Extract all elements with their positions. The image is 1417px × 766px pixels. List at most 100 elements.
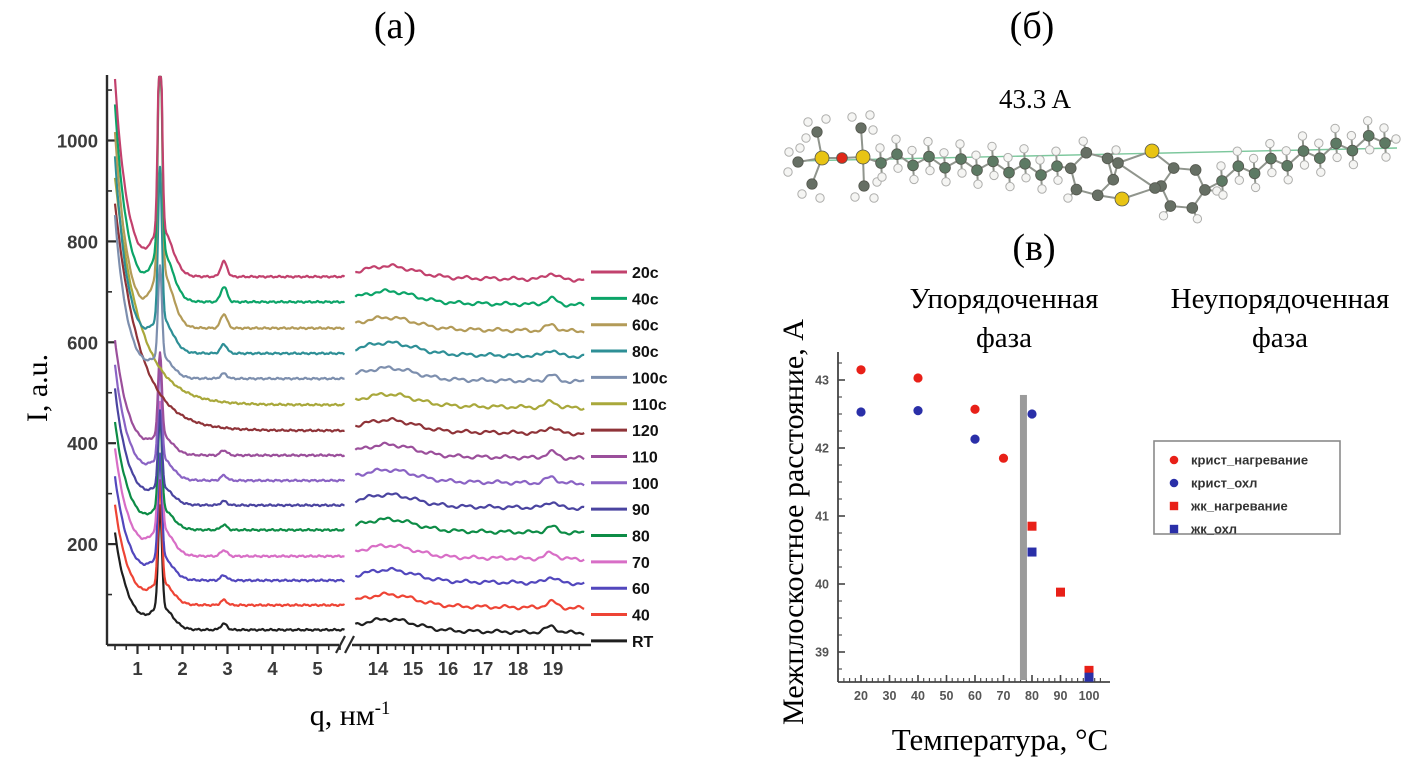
curve-20c-waxs [355, 263, 585, 283]
curve-120-waxs [355, 417, 585, 437]
legend-label-40: 40 [632, 608, 650, 625]
point-жк_охл [1084, 672, 1094, 682]
carbon-atom [1189, 164, 1202, 176]
hydrogen-atom [1035, 155, 1045, 165]
y-tick-label: 42 [815, 442, 829, 456]
hydrogen-atom [1218, 190, 1228, 200]
curve-60 [113, 452, 345, 583]
panel-a-xlabel: q, нм-1 [250, 698, 450, 733]
y-tick-label: 400 [67, 433, 98, 454]
sulfur-atom [1144, 143, 1160, 159]
carbon-atom [923, 150, 935, 163]
hydrogen-atom [1363, 116, 1373, 126]
carbon-atom [1232, 160, 1245, 173]
y-tick-label: 200 [67, 534, 98, 555]
hydrogen-atom [989, 170, 999, 181]
legend-label-90: 90 [632, 502, 650, 519]
bond [1117, 162, 1156, 189]
curve-100c [113, 215, 345, 381]
carbon-atom [806, 178, 818, 190]
carbon-atom [1070, 183, 1083, 196]
carbon-atom [1112, 157, 1124, 169]
carbon-atom [1199, 184, 1211, 196]
curve-80c [113, 156, 346, 356]
hydrogen-atom [784, 147, 794, 157]
curve-40c-waxs [354, 288, 585, 308]
hydrogen-atom [875, 143, 885, 153]
hydrogen-atom [1005, 181, 1015, 192]
hydrogen-atom [1078, 136, 1088, 146]
x-tick-label: 5 [312, 658, 322, 679]
x-tick-label: 2 [177, 658, 187, 679]
point-крист_охл [913, 406, 923, 416]
carbon-atom [1379, 137, 1391, 149]
annotation-disordered-phase: Неупорядоченная фаза [1170, 283, 1390, 355]
curve-80c-waxs [355, 340, 585, 359]
hydrogen-atom [909, 174, 919, 185]
hydrogen-atom [783, 167, 793, 177]
hydrogen-atom [1281, 146, 1291, 156]
hydrogen-atom [1297, 131, 1308, 141]
x-tick-label: 70 [997, 689, 1011, 703]
legend-label-70: 70 [632, 555, 650, 572]
hydrogen-atom [1365, 145, 1375, 155]
hydrogen-atom [865, 110, 875, 120]
hydrogen-atom [1232, 146, 1243, 156]
hydrogen-atom [1216, 161, 1226, 171]
curve-70-waxs [354, 543, 585, 563]
panel-a-chart: 200 400 600 800 1000 1 2 3 4 5 14 15 16 17 18 19 [57, 75, 591, 679]
hydrogen-atom [1019, 144, 1029, 154]
x-tick-label: 20 [854, 689, 868, 703]
hydrogen-atom [893, 163, 903, 173]
hydrogen-atom [1003, 152, 1013, 163]
hydrogen-atom [815, 193, 825, 203]
legend-label-жк_нагревание: жк_нагревание [1190, 499, 1288, 514]
hydrogen-atom [1348, 159, 1359, 170]
point-крист_нагревание [998, 453, 1009, 463]
carbon-atom [1297, 145, 1310, 157]
carbon-atom [1186, 202, 1199, 214]
legend-label-80c: 80c [632, 344, 659, 361]
carbon-atom [1051, 160, 1063, 173]
carbon-atom [1035, 169, 1047, 181]
y-tick-label: 43 [815, 374, 829, 388]
silicon-atom [814, 150, 830, 166]
hydrogen-atom [868, 125, 878, 135]
curve-RT [113, 504, 345, 632]
curve-120 [113, 203, 345, 433]
legend-label-80: 80 [632, 529, 650, 546]
carbon-atom [792, 156, 804, 168]
scatter-legend: крист_нагревание крист_охл жк_нагревание жк… [1153, 440, 1341, 537]
panel-v-xlabel: Температура, °C [891, 722, 1109, 757]
y-tick-label: 600 [67, 332, 98, 353]
carbon-atom [1080, 146, 1093, 159]
legend-marker-крист_нагревание [1169, 455, 1179, 465]
carbon-atom [955, 153, 967, 165]
hydrogen-atom [1346, 130, 1357, 141]
carbon-atom [987, 155, 999, 168]
panel-a-xlabel-base: q, нм [309, 699, 375, 732]
curve-90 [113, 388, 345, 508]
phase-boundary-bar [1019, 394, 1027, 680]
point-жк_нагревание [1056, 587, 1065, 597]
oxygen-atom [836, 152, 848, 164]
legend-marker-жк_нагревание [1169, 501, 1179, 511]
hydrogen-atom [957, 168, 967, 178]
curve-110c-waxs [354, 392, 585, 411]
x-tick-label: 80 [1025, 689, 1039, 703]
point-крист_нагревание [856, 365, 866, 375]
legend-label-100: 100 [632, 476, 659, 493]
molecule-figure [783, 110, 1401, 224]
carbon-atom [1101, 152, 1114, 165]
hydrogen-atom [955, 139, 965, 149]
hydrogen-atom [850, 192, 860, 202]
hydrogen-atom [941, 177, 951, 187]
point-крист_охл [856, 407, 866, 417]
hydrogen-atom [971, 150, 981, 160]
point-жк_нагревание [1084, 665, 1094, 675]
hydrogen-atom [891, 134, 901, 144]
carbon-atom [1346, 144, 1359, 157]
hydrogen-atom [1037, 184, 1047, 194]
hydrogen-atom [1267, 167, 1277, 178]
point-крист_нагревание [913, 373, 923, 383]
